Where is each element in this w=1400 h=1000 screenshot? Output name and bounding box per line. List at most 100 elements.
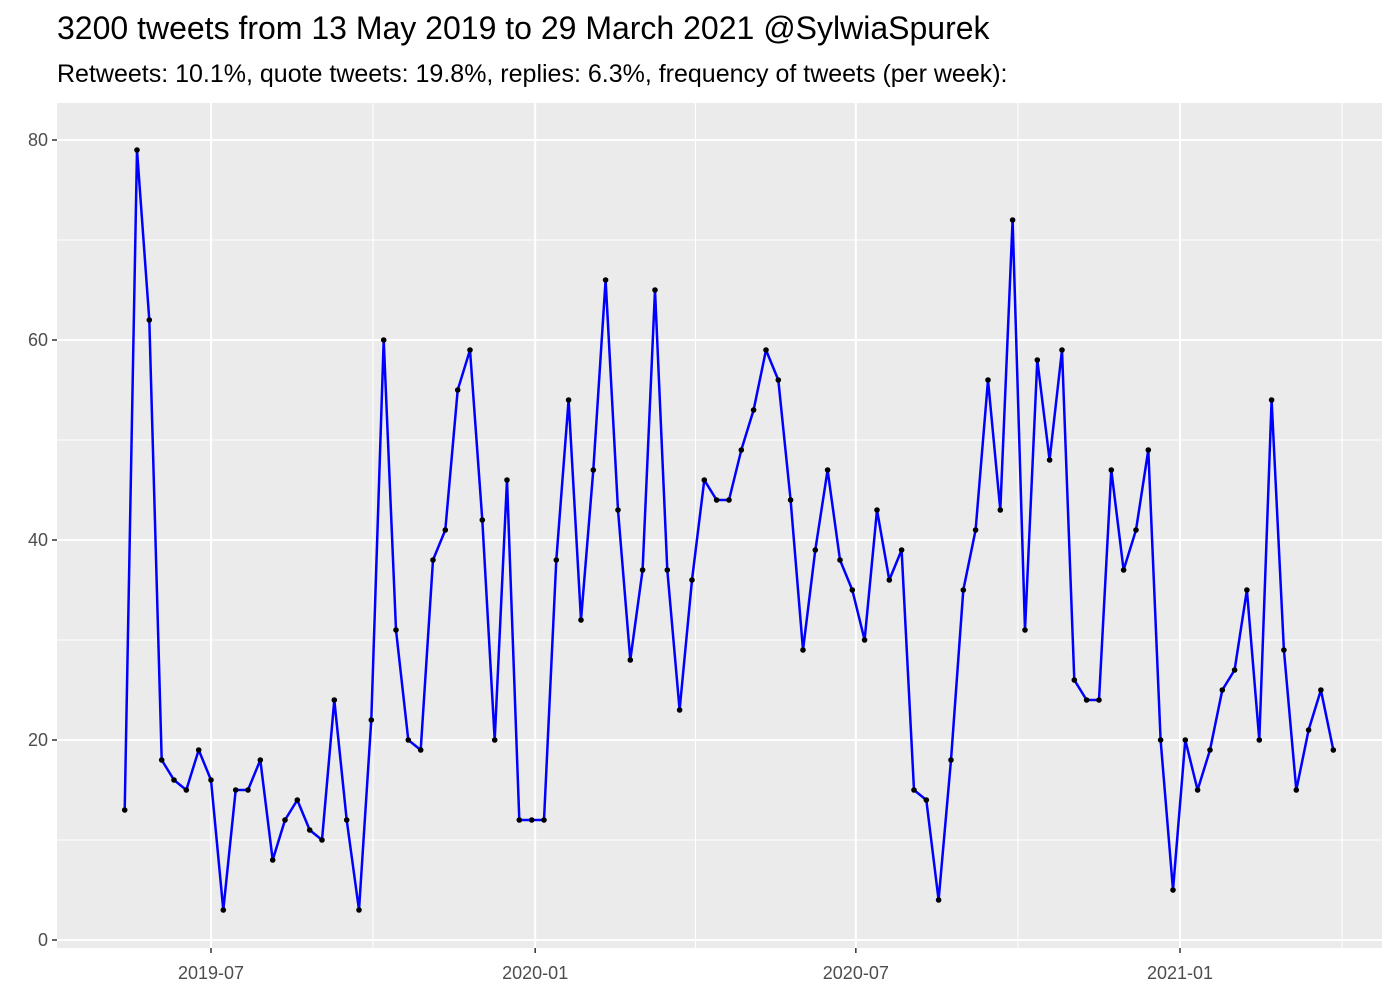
data-point xyxy=(1244,587,1250,593)
chart-title: 3200 tweets from 13 May 2019 to 29 March… xyxy=(57,10,990,46)
data-point xyxy=(1194,787,1201,793)
data-point xyxy=(294,797,301,803)
data-point xyxy=(985,377,991,383)
data-point xyxy=(1170,887,1176,893)
data-point xyxy=(479,517,486,523)
data-point xyxy=(775,377,782,383)
data-point xyxy=(257,757,264,763)
data-point xyxy=(134,147,140,153)
data-point xyxy=(417,747,424,753)
data-point xyxy=(171,777,177,783)
data-point xyxy=(1268,397,1275,403)
data-point xyxy=(652,287,658,293)
data-point xyxy=(911,787,917,793)
y-tick-label: 60 xyxy=(28,330,48,350)
data-point xyxy=(430,557,436,563)
chart-subtitle: Retweets: 10.1%, quote tweets: 19.8%, re… xyxy=(57,60,1008,88)
data-point xyxy=(504,477,510,483)
data-point xyxy=(874,507,880,513)
data-point xyxy=(886,577,893,583)
data-point xyxy=(491,737,498,743)
data-point xyxy=(380,337,387,343)
data-point xyxy=(195,747,202,753)
data-point xyxy=(997,507,1004,513)
data-point xyxy=(812,547,819,553)
data-point xyxy=(1207,747,1213,753)
x-tick-label: 2020-01 xyxy=(502,963,568,983)
data-point xyxy=(1305,727,1312,733)
data-point xyxy=(541,817,547,823)
y-tick-label: 40 xyxy=(28,530,48,550)
data-point xyxy=(393,627,399,633)
data-point xyxy=(121,807,128,813)
data-point xyxy=(146,317,153,323)
data-point xyxy=(960,587,967,593)
data-point xyxy=(220,907,227,913)
data-point xyxy=(1108,467,1115,473)
x-tick-label: 2019-07 xyxy=(178,963,244,983)
data-point xyxy=(183,787,190,793)
data-point xyxy=(676,707,683,713)
data-point xyxy=(689,577,695,583)
data-point xyxy=(849,587,856,593)
data-point xyxy=(565,397,572,403)
y-tick-label: 80 xyxy=(28,130,48,150)
data-point xyxy=(208,777,214,783)
y-tick-label: 20 xyxy=(28,730,48,750)
data-point xyxy=(1046,457,1053,463)
data-point xyxy=(1009,217,1016,223)
data-point xyxy=(923,797,930,803)
data-point xyxy=(319,837,325,843)
data-point xyxy=(368,717,375,723)
data-point xyxy=(405,737,412,743)
data-point xyxy=(578,617,584,623)
x-tick-label: 2021-01 xyxy=(1147,963,1213,983)
data-point xyxy=(232,787,239,793)
data-point xyxy=(861,637,868,643)
data-point xyxy=(516,817,523,823)
data-point xyxy=(615,507,621,513)
data-point xyxy=(306,827,313,833)
x-tick-label: 2020-07 xyxy=(823,963,889,983)
y-tick-label: 0 xyxy=(38,930,48,950)
data-point xyxy=(1022,627,1028,633)
data-point xyxy=(1256,737,1263,743)
data-point xyxy=(1120,567,1127,573)
data-point xyxy=(1157,737,1164,743)
data-point xyxy=(898,547,905,553)
data-point xyxy=(1133,527,1139,533)
data-point xyxy=(664,567,671,573)
data-point xyxy=(331,697,338,703)
data-point xyxy=(282,817,288,823)
data-point xyxy=(1034,357,1041,363)
data-point xyxy=(701,477,708,483)
data-point xyxy=(750,407,757,413)
data-point xyxy=(837,557,843,563)
data-point xyxy=(738,447,745,453)
data-point xyxy=(467,347,473,353)
data-point xyxy=(627,657,634,663)
data-point xyxy=(528,817,535,823)
data-point xyxy=(713,497,720,503)
data-point xyxy=(1330,747,1337,753)
data-point xyxy=(948,757,954,763)
data-point xyxy=(787,497,794,503)
data-point xyxy=(824,467,831,473)
data-point xyxy=(343,817,350,823)
data-point xyxy=(1182,737,1189,743)
data-point xyxy=(1059,347,1065,353)
data-point xyxy=(454,387,461,393)
data-point xyxy=(1219,687,1226,693)
data-point xyxy=(972,527,979,533)
data-point xyxy=(1145,447,1152,453)
data-point xyxy=(602,277,609,283)
data-point xyxy=(1231,667,1238,673)
data-point xyxy=(553,557,560,563)
data-point xyxy=(590,467,597,473)
plot-panel xyxy=(57,103,1382,948)
data-point xyxy=(1071,677,1078,683)
data-point xyxy=(158,757,165,763)
data-point xyxy=(245,787,251,793)
data-point xyxy=(356,907,362,913)
